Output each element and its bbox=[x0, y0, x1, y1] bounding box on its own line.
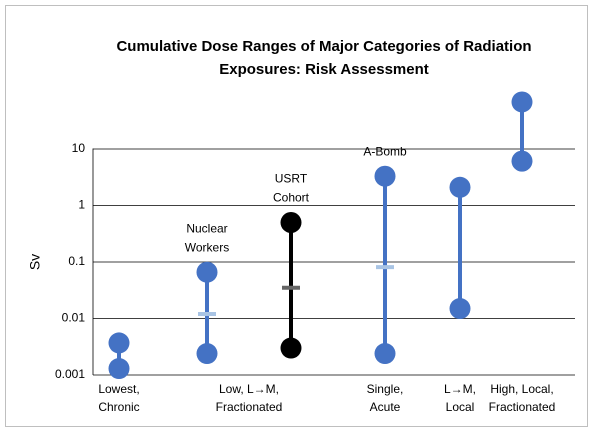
x-tick-label: Chronic bbox=[98, 400, 139, 414]
chart-title: Exposures: Risk Assessment bbox=[219, 61, 429, 78]
high-marker bbox=[511, 91, 533, 113]
high-marker bbox=[108, 332, 130, 354]
low-marker bbox=[280, 337, 302, 359]
x-tick-label: Fractionated bbox=[489, 400, 556, 414]
x-tick-label: Lowest, bbox=[98, 382, 139, 396]
annotation: A-Bomb bbox=[363, 144, 407, 158]
y-tick-label: 0.1 bbox=[68, 254, 85, 268]
x-tick-label: Low, L→M, bbox=[219, 382, 279, 396]
high-marker bbox=[196, 261, 218, 283]
low-marker bbox=[449, 298, 471, 320]
low-marker bbox=[108, 358, 130, 380]
x-tick-label: Acute bbox=[370, 400, 401, 414]
y-axis-label: Sv bbox=[27, 254, 43, 270]
low-marker bbox=[196, 343, 218, 365]
y-tick-label: 0.001 bbox=[55, 367, 85, 381]
x-tick-label: High, Local, bbox=[490, 382, 553, 396]
x-tick-label: Local bbox=[446, 400, 475, 414]
y-tick-label: 1 bbox=[78, 198, 85, 212]
x-tick-label: Single, bbox=[367, 382, 404, 396]
x-tick-label: Fractionated bbox=[216, 400, 283, 414]
annotation: Workers bbox=[185, 240, 229, 254]
high-marker bbox=[374, 165, 396, 187]
annotation: Cohort bbox=[273, 191, 310, 205]
high-marker bbox=[280, 212, 302, 234]
chart-title: Cumulative Dose Ranges of Major Categori… bbox=[116, 38, 531, 55]
x-tick-label: L→M, bbox=[444, 382, 476, 396]
high-marker bbox=[449, 176, 471, 198]
y-tick-label: 10 bbox=[72, 141, 86, 155]
annotation: Nuclear bbox=[186, 221, 227, 235]
y-tick-label: 0.01 bbox=[62, 311, 86, 325]
low-marker bbox=[374, 343, 396, 365]
annotation: USRT bbox=[275, 172, 308, 186]
low-marker bbox=[511, 150, 533, 172]
